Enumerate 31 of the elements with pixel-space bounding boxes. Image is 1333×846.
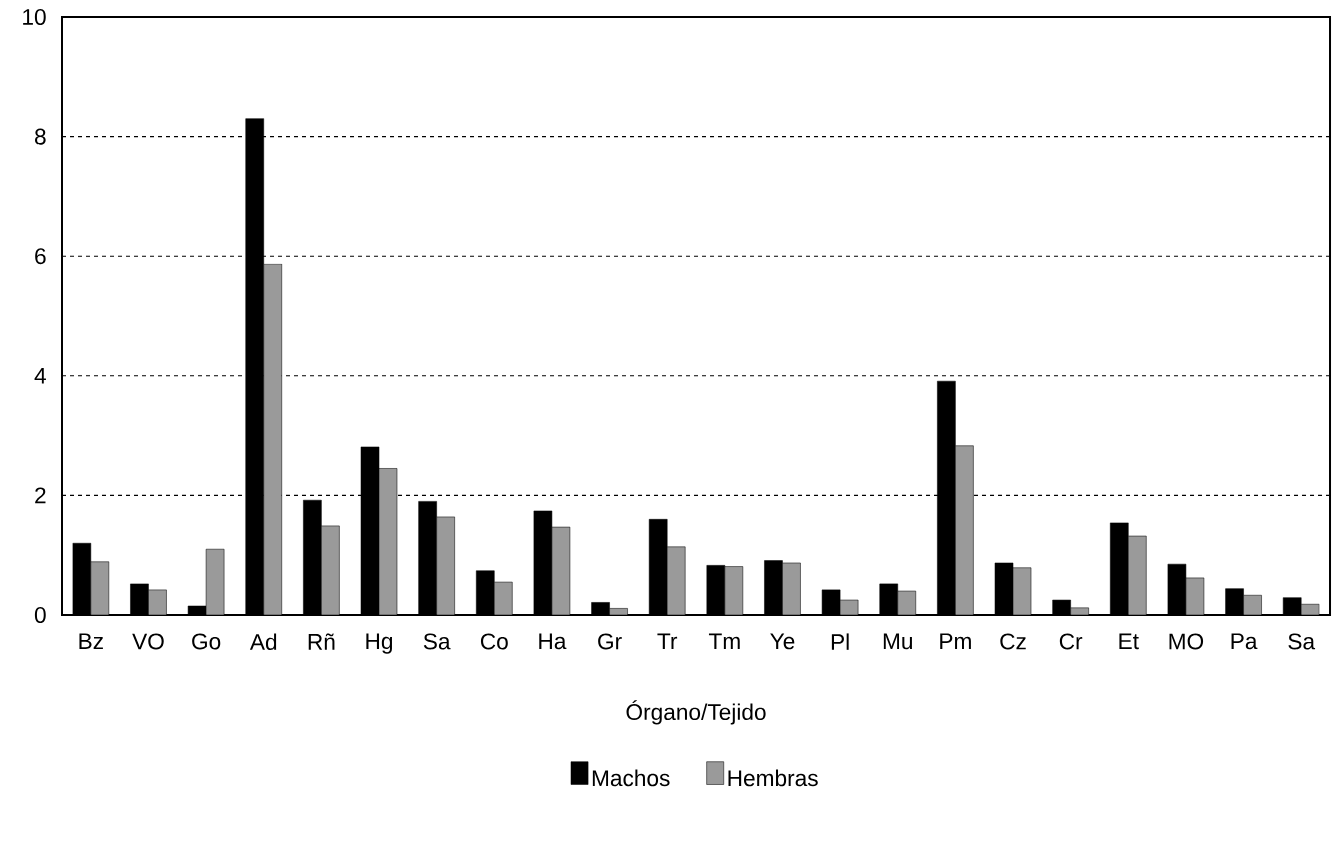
legend-label: Machos xyxy=(592,769,670,787)
legend-label: Hembras xyxy=(728,769,818,787)
x-axis-title: Órgano/Tejido xyxy=(626,700,766,725)
x-tick-label: Pa xyxy=(1231,633,1258,650)
x-tick-label: Go xyxy=(192,633,221,650)
x-tick-label: VO xyxy=(132,633,164,650)
y-tick-label: 4 xyxy=(34,367,46,384)
x-tick-label: Pl xyxy=(831,633,849,650)
y-tick-label: 2 xyxy=(35,487,46,504)
x-tick-label: Sa xyxy=(1288,633,1316,650)
y-tick-label: 8 xyxy=(35,128,46,145)
x-tick-label: Tr xyxy=(657,633,678,649)
x-tick-label: Cr xyxy=(1059,633,1083,650)
x-tick-label: Rñ xyxy=(308,633,335,650)
x-tick-label: Sa xyxy=(423,633,451,650)
y-tick-label: 10 xyxy=(23,8,46,26)
x-tick-label: Gr xyxy=(598,633,622,650)
x-tick-label: Pm xyxy=(940,633,971,649)
x-tick-label: Hg xyxy=(366,633,393,654)
y-tick-label: 0 xyxy=(34,606,46,624)
x-tick-label: Ye xyxy=(770,633,795,650)
x-tick-label: Mu xyxy=(883,633,912,650)
x-tick-label: Bz xyxy=(79,633,103,649)
x-tick-label: Et xyxy=(1119,633,1139,650)
x-tick-label: Co xyxy=(480,633,508,650)
x-tick-label: Ad xyxy=(249,633,277,651)
y-tick-label: 6 xyxy=(35,248,46,265)
x-tick-label: Tm xyxy=(708,633,740,649)
x-tick-label: MO xyxy=(1169,633,1204,650)
x-tick-label: Cz xyxy=(1000,633,1026,650)
x-tick-label: Ha xyxy=(539,633,567,650)
